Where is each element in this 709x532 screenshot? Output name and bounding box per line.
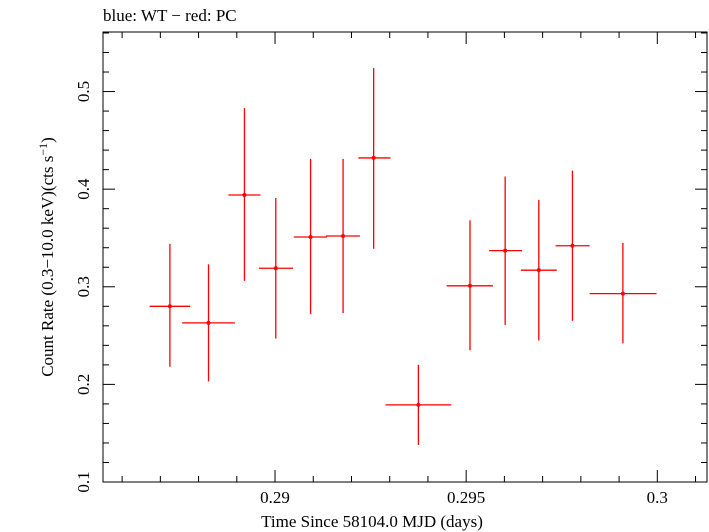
data-point	[182, 264, 235, 382]
axis-tick-labels: 0.29 0.295 0.3 0.1 0.2 0.3 0.4 0.5	[74, 81, 668, 507]
data-point-marker	[467, 283, 472, 288]
data-point	[385, 364, 452, 445]
y-axis-label-main: Count Rate (0.3−10.0 keV)(cts s	[38, 156, 57, 377]
y-tick-label: 0.5	[74, 81, 93, 102]
data-point	[358, 68, 391, 249]
x-tick-label: 0.295	[447, 488, 485, 507]
data-point-marker	[536, 268, 541, 273]
axis-ticks	[103, 32, 707, 483]
y-tick-label: 0.3	[74, 276, 93, 297]
y-axis-label-close: )	[38, 137, 57, 143]
data-point	[555, 170, 590, 321]
data-point-marker	[620, 291, 625, 296]
data-point	[325, 158, 360, 314]
plot-frame	[102, 31, 708, 483]
y-axis-label-superscript: −1	[36, 143, 50, 156]
y-tick-label: 0.1	[74, 471, 93, 492]
data-point	[149, 243, 191, 367]
data-point	[293, 158, 328, 315]
data-point-marker	[416, 402, 421, 407]
data-point-marker	[308, 234, 313, 239]
x-axis-label: Time Since 58104.0 MJD (days)	[261, 512, 483, 531]
data-point	[489, 176, 522, 325]
data-series	[149, 68, 657, 445]
data-point-marker	[371, 155, 376, 160]
x-tick-label: 0.3	[647, 488, 668, 507]
data-point-marker	[167, 304, 172, 309]
data-point-marker	[503, 248, 508, 253]
data-point	[589, 242, 657, 344]
y-axis-label: Count Rate (0.3−10.0 keV)(cts s−1)	[36, 137, 57, 377]
data-point-marker	[242, 193, 247, 198]
y-tick-label: 0.4	[74, 178, 93, 200]
data-point	[228, 108, 261, 281]
data-point	[258, 197, 293, 339]
x-tick-label: 0.29	[260, 488, 290, 507]
data-point	[446, 220, 493, 351]
data-point	[520, 199, 557, 341]
data-point-marker	[341, 234, 346, 239]
y-tick-label: 0.2	[74, 374, 93, 395]
data-point-marker	[570, 243, 575, 248]
chart-title: blue: WT − red: PC	[103, 6, 237, 25]
data-point-marker	[273, 266, 278, 271]
data-point-marker	[206, 320, 211, 325]
